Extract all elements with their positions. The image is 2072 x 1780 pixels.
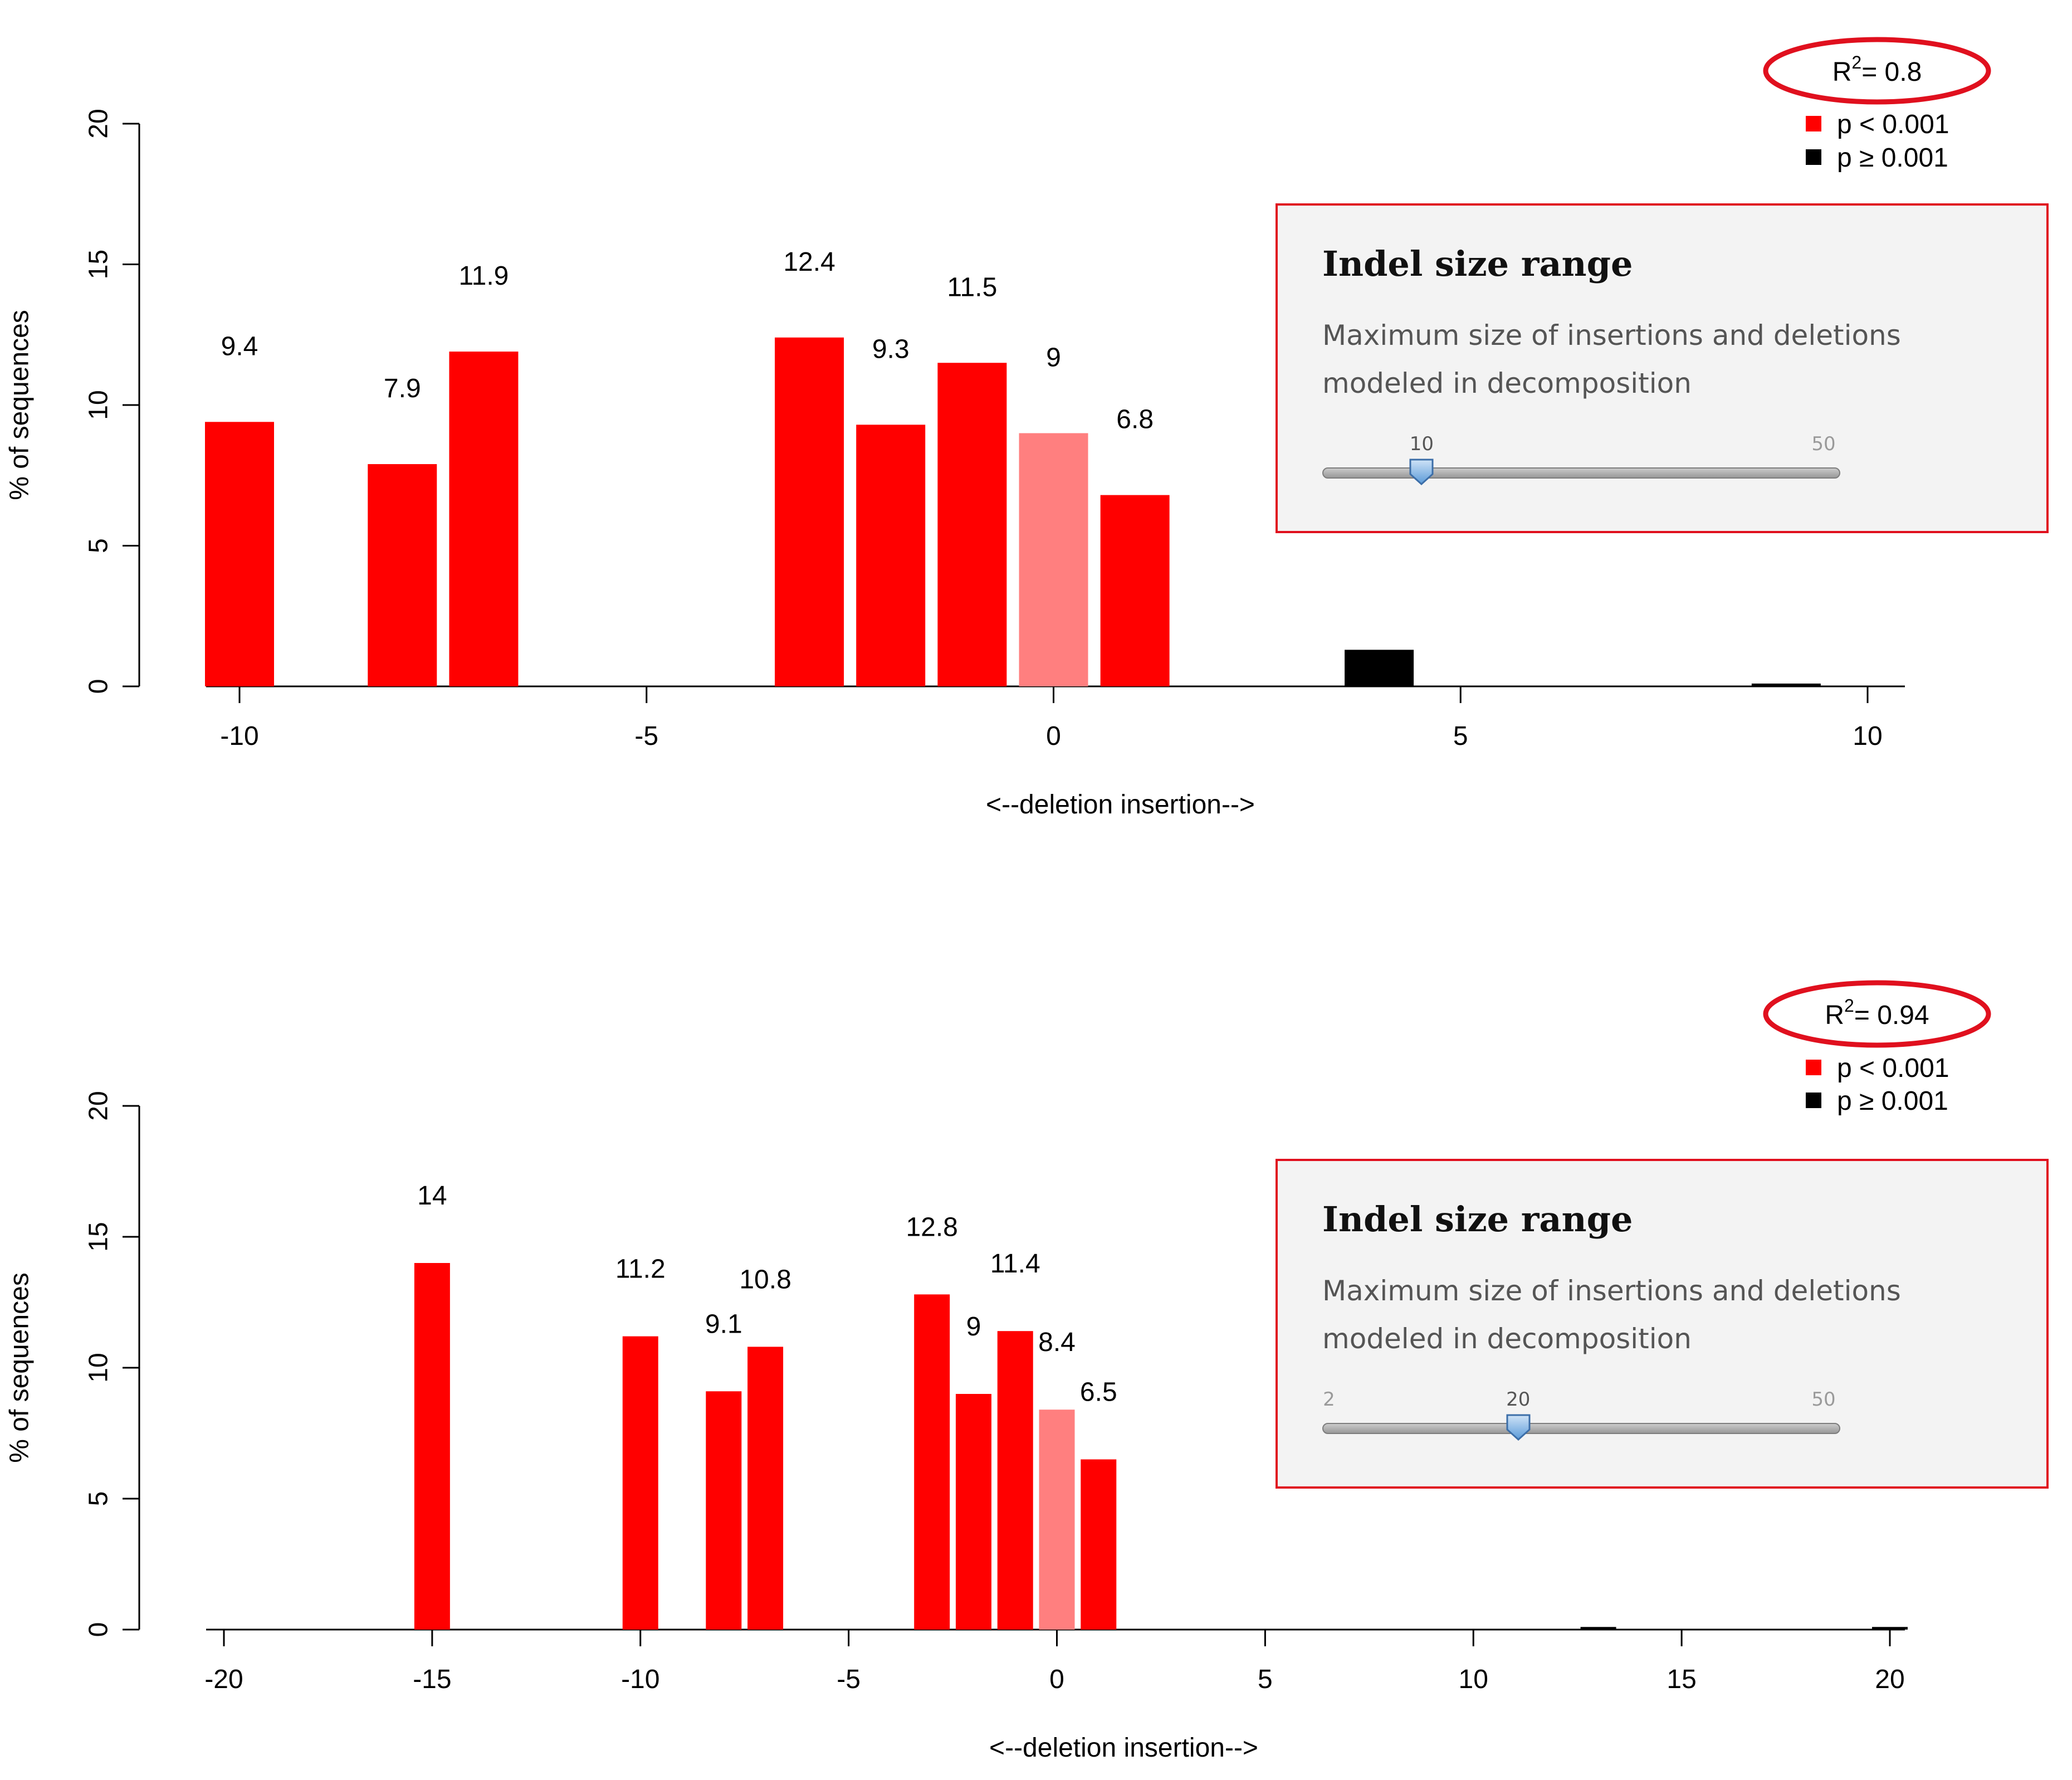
x-tick-label: 5 (1453, 721, 1468, 751)
bar (1580, 1627, 1616, 1630)
x-axis-title: <--deletion insertion--> (986, 790, 1255, 820)
bar-data-label: 8.4 (1038, 1328, 1076, 1357)
legend-label: p < 0.001 (1837, 110, 1949, 139)
r-squared-label: R2= 0.8 (1832, 52, 1922, 87)
indel-size-slider-track[interactable] (1322, 467, 1840, 479)
chart-2: 0 5 10 15 20 % of sequences -20 -15 -10 -5 0 5 10 15 2… (5, 980, 1991, 1763)
bar-data-label: 7.9 (384, 374, 421, 403)
r-squared-highlight-ellipse (1763, 37, 1991, 105)
x-tick-label: -15 (413, 1665, 451, 1694)
x-tick-label: 20 (1875, 1665, 1904, 1694)
x-tick-label: 10 (1853, 721, 1882, 751)
slider-thumb[interactable] (1505, 1413, 1532, 1442)
bar-data-label: 12.8 (906, 1212, 957, 1242)
legend-swatch (1806, 1093, 1821, 1108)
bar (1039, 1410, 1075, 1630)
x-tick-label: -20 (204, 1665, 243, 1694)
y-tick-label: 10 (84, 390, 114, 420)
y-tick-label: 15 (84, 1222, 114, 1251)
slider-thumb[interactable] (1408, 457, 1435, 486)
x-tick-label: -5 (837, 1665, 861, 1694)
legend-swatch (1806, 1060, 1821, 1075)
indel-size-range-panel: Indel size range Maximum size of insertio… (1276, 203, 2049, 533)
slider-max-label: 50 (1811, 1388, 1836, 1411)
r-squared-highlight-ellipse (1763, 980, 1991, 1048)
y-tick-label: 0 (84, 679, 114, 694)
bar (622, 1336, 658, 1630)
bar-data-label: 9 (1046, 343, 1061, 373)
bar (775, 337, 844, 686)
indel-size-range-panel: Indel size range Maximum size of insertio… (1276, 1159, 2049, 1489)
y-tick-label: 20 (84, 109, 114, 138)
x-tick-label: 10 (1459, 1665, 1488, 1694)
legend-label: p ≥ 0.001 (1837, 143, 1948, 173)
bar (955, 1394, 991, 1630)
y-tick-label: 20 (84, 1091, 114, 1120)
slider-min-label: 2 (1323, 1388, 1335, 1411)
legend-swatch (1806, 116, 1821, 131)
bar (856, 425, 926, 686)
y-axis-title: % of sequences (5, 1272, 35, 1463)
panel-title: Indel size range (1322, 1199, 1633, 1240)
y-tick-label: 10 (84, 1353, 114, 1382)
y-tick-label: 0 (84, 1622, 114, 1637)
y-tick-label: 5 (84, 1491, 114, 1506)
bar (449, 352, 519, 686)
x-tick-label: -5 (634, 721, 658, 751)
panel-title: Indel size range (1322, 243, 1633, 284)
y-tick-label: 15 (84, 250, 114, 279)
bar (205, 422, 274, 686)
bar-data-label: 14 (417, 1181, 447, 1211)
legend-label: p < 0.001 (1837, 1054, 1949, 1083)
bar-data-label: 6.5 (1080, 1378, 1117, 1407)
bar-data-label: 9.1 (705, 1309, 742, 1339)
legend-label: p ≥ 0.001 (1837, 1086, 1948, 1116)
bar-data-label: 9 (966, 1312, 981, 1342)
x-tick-label: 15 (1667, 1665, 1696, 1694)
bar (706, 1391, 742, 1630)
bar (914, 1294, 950, 1630)
bar-data-label: 10.8 (739, 1265, 791, 1294)
bar-data-label: 9.4 (221, 331, 258, 361)
chart-1: 0 5 10 15 20 % of sequences -10 -5 0 5 10 <--deleti… (5, 37, 1991, 820)
legend-swatch (1806, 149, 1821, 165)
bar (1751, 683, 1821, 686)
slider-value-label: 20 (1506, 1388, 1531, 1411)
bar-data-label: 11.4 (990, 1249, 1040, 1279)
bar (1872, 1627, 1908, 1630)
bar (937, 363, 1007, 686)
bar-data-label: 9.3 (872, 334, 910, 364)
x-axis-title: <--deletion insertion--> (989, 1733, 1258, 1763)
x-tick-label: 5 (1258, 1665, 1273, 1694)
x-tick-label: 0 (1049, 1665, 1064, 1694)
bar-data-label: 12.4 (783, 247, 835, 277)
x-tick-label: -10 (220, 721, 258, 751)
panel-description: Maximum size of insertions and deletions… (1322, 1275, 1901, 1355)
bar (1019, 433, 1088, 686)
bar (1081, 1459, 1117, 1630)
panel-description: Maximum size of insertions and deletions… (1322, 319, 1901, 399)
bar (368, 464, 437, 686)
bar-data-label: 6.8 (1116, 405, 1154, 435)
bar-data-label: 11.5 (947, 272, 997, 302)
slider-max-label: 50 (1811, 433, 1836, 455)
r-squared-label: R2= 0.94 (1825, 996, 1929, 1030)
bar-data-label: 11.9 (459, 261, 509, 291)
x-tick-label: 0 (1046, 721, 1061, 751)
bar (1100, 495, 1170, 686)
indel-size-slider-track[interactable] (1322, 1423, 1840, 1434)
bar (1345, 650, 1414, 686)
y-axis-title: % of sequences (5, 310, 35, 500)
bar (997, 1331, 1033, 1630)
y-tick-label: 5 (84, 538, 114, 553)
bar (747, 1347, 784, 1630)
x-tick-label: -10 (621, 1665, 659, 1694)
bar (414, 1263, 450, 1630)
bar-data-label: 11.2 (615, 1255, 666, 1284)
slider-value-label: 10 (1409, 433, 1434, 455)
